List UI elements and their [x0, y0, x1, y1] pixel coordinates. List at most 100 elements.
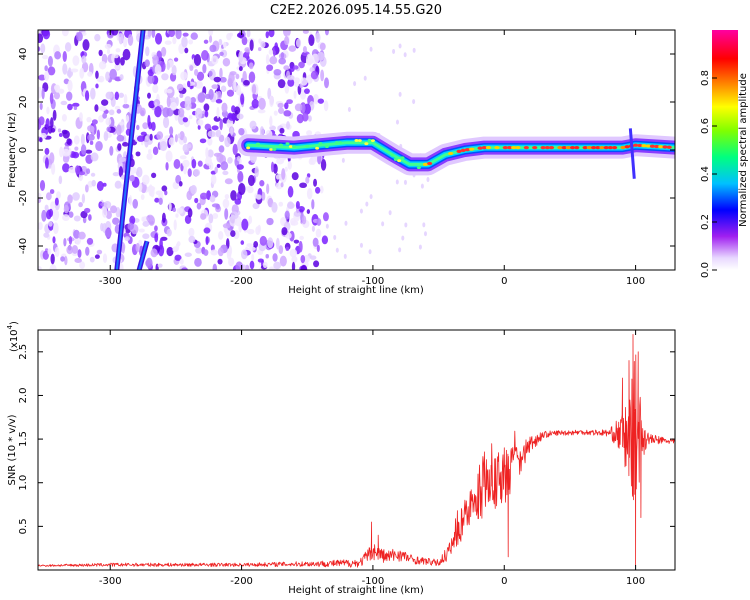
spectrogram-noise-blob [46, 106, 50, 115]
spectrogram-hotspot [569, 146, 576, 150]
spectrogram-noise-blob [84, 90, 90, 102]
spectrogram-noise-blob [218, 231, 224, 240]
spectrogram-noise-blob [291, 172, 299, 181]
spectrogram-noise-blob [211, 125, 219, 131]
spectrogram-noise-blob [271, 202, 278, 213]
spectrogram-noise-blob [188, 39, 194, 45]
spectrogram-noise-blob [38, 221, 43, 231]
spectrogram-noise-blob [251, 99, 260, 109]
spectrogram-sparse-blob [412, 47, 416, 53]
spectrogram-hotspot [603, 146, 609, 150]
spectrogram-noise-blob [214, 166, 218, 174]
spectrogram-noise-blob [122, 37, 128, 48]
spectrogram-noise-blob [71, 244, 78, 254]
spectrogram-noise-blob [319, 42, 326, 51]
colorbar-tick-label: 0.8 [700, 70, 711, 86]
spectrogram-noise-blob [120, 57, 125, 66]
snr-multiplier-base: (x10 [9, 329, 20, 352]
spectrogram-noise-blob [313, 178, 318, 187]
spectrogram-noise-blob [166, 88, 173, 94]
spectrogram-noise-blob [236, 164, 244, 170]
spectrogram-hotspot [654, 144, 660, 149]
spectrogram-noise-blob [293, 90, 297, 99]
spectrogram-sparse-blob [392, 48, 396, 54]
spectrogram-hotspot [469, 147, 475, 151]
spectrogram-ridge-speckle [288, 145, 293, 148]
spectrogram-noise-blob [219, 118, 223, 131]
spectrogram-noise-blob [195, 80, 203, 89]
spectrogram-hotspot [586, 146, 592, 150]
spectrogram-noise-blob [104, 228, 112, 238]
colorbar: 0.0 0.2 0.4 0.6 0.8 Normalized spectral ampl… [700, 30, 749, 278]
spectrogram-noise-blob [168, 30, 176, 38]
spectrogram-noise-blob [224, 136, 231, 148]
spectrogram-noise-blob [150, 186, 155, 198]
spectrogram-noise-blob [234, 106, 241, 115]
spectrogram-hotspot [611, 146, 618, 150]
spectrogram-noise-blob [224, 208, 229, 220]
spectrogram-ridge-speckle [338, 141, 343, 144]
spectrogram-noise-blob [74, 257, 82, 264]
spectrogram-noise-blob [241, 249, 248, 260]
spectrogram-noise-blob [44, 147, 50, 155]
spectrogram-noise-blob [56, 191, 61, 199]
spectrogram-noise-blob [175, 213, 179, 218]
spectrogram-noise-blob [72, 192, 80, 201]
spectrogram-noise-blob [287, 161, 292, 170]
spectrogram-noise-blob [142, 174, 150, 185]
spectrogram-noise-blob [302, 30, 309, 34]
spectrogram-noise-blob [94, 254, 100, 259]
spectrogram-sparse-blob [365, 201, 369, 207]
spectrogram-noise-blob [244, 186, 252, 191]
spectrogram-sparse-blob [353, 81, 357, 87]
spectrogram-noise-blob [104, 43, 112, 50]
spectrogram-noise-blob [196, 71, 205, 81]
spectrogram-noise-blob [114, 91, 120, 101]
spectrogram-hotspot [565, 146, 571, 150]
spectrogram-sparse-blob [347, 106, 351, 112]
spectrogram-noise-blob [103, 130, 109, 142]
spectrogram-noise-blob [51, 162, 56, 175]
spectrogram-noise-blob [38, 266, 42, 270]
spectrogram-noise-blob [210, 174, 217, 185]
spectrogram-noise-blob [197, 119, 204, 126]
spectrogram-noise-blob [39, 180, 46, 192]
spectrogram-noise-blob [281, 168, 286, 181]
snr-xtick-label: -100 [362, 576, 385, 587]
snr-ytick-label: 1.5 [18, 431, 29, 447]
snr-plot: -300 -200 -100 0 100 0.5 1.0 1.5 2.0 2.5 Height … [6, 321, 676, 596]
spectrogram-sparse-blob [341, 157, 345, 163]
spectrogram-noise-blob [154, 232, 159, 243]
spectrogram-noise-blob [220, 85, 227, 92]
spectrogram-noise-blob [244, 47, 251, 53]
spectrogram-noise-blob [49, 189, 55, 194]
spectrogram-noise-blob [80, 144, 87, 155]
spectrogram-noise-blob [317, 98, 325, 104]
spectrogram-sparse-blob [343, 253, 347, 259]
spectrogram-noise-blob [109, 68, 117, 80]
spectrogram-noise-blob [195, 247, 203, 254]
spectrogram-noise-blob [320, 159, 327, 171]
spectrogram-noise-blob [94, 104, 99, 112]
spectrogram-noise-blob [47, 55, 53, 67]
snr-xtick-label: -200 [230, 576, 253, 587]
spectrogram-noise-blob [47, 248, 52, 255]
spectrogram-noise-blob [248, 215, 253, 225]
spectrogram-xlabel: Height of straight line (km) [288, 285, 424, 296]
spectrogram-sparse-blob [369, 46, 373, 52]
spectrogram-noise-blob [205, 147, 209, 159]
spectrogram-ridge-speckle [318, 142, 323, 145]
spectrogram-noise-blob [138, 182, 143, 192]
spectrogram-noise-blob [144, 135, 149, 148]
spectrogram-noise-blob [78, 202, 83, 208]
spectrogram-noise-blob [209, 44, 217, 53]
spectrogram-noise-blob [236, 32, 245, 38]
spectrogram-noise-blob [164, 190, 168, 196]
spectrogram-noise-blob [254, 166, 259, 178]
spectrogram-noise-blob [44, 204, 49, 212]
snr-background [38, 330, 675, 570]
spectrogram-noise-blob [38, 116, 45, 126]
spectrogram-noise-blob [73, 215, 81, 222]
spectrogram-noise-blob [204, 110, 209, 118]
spectrogram-noise-blob [176, 207, 184, 214]
